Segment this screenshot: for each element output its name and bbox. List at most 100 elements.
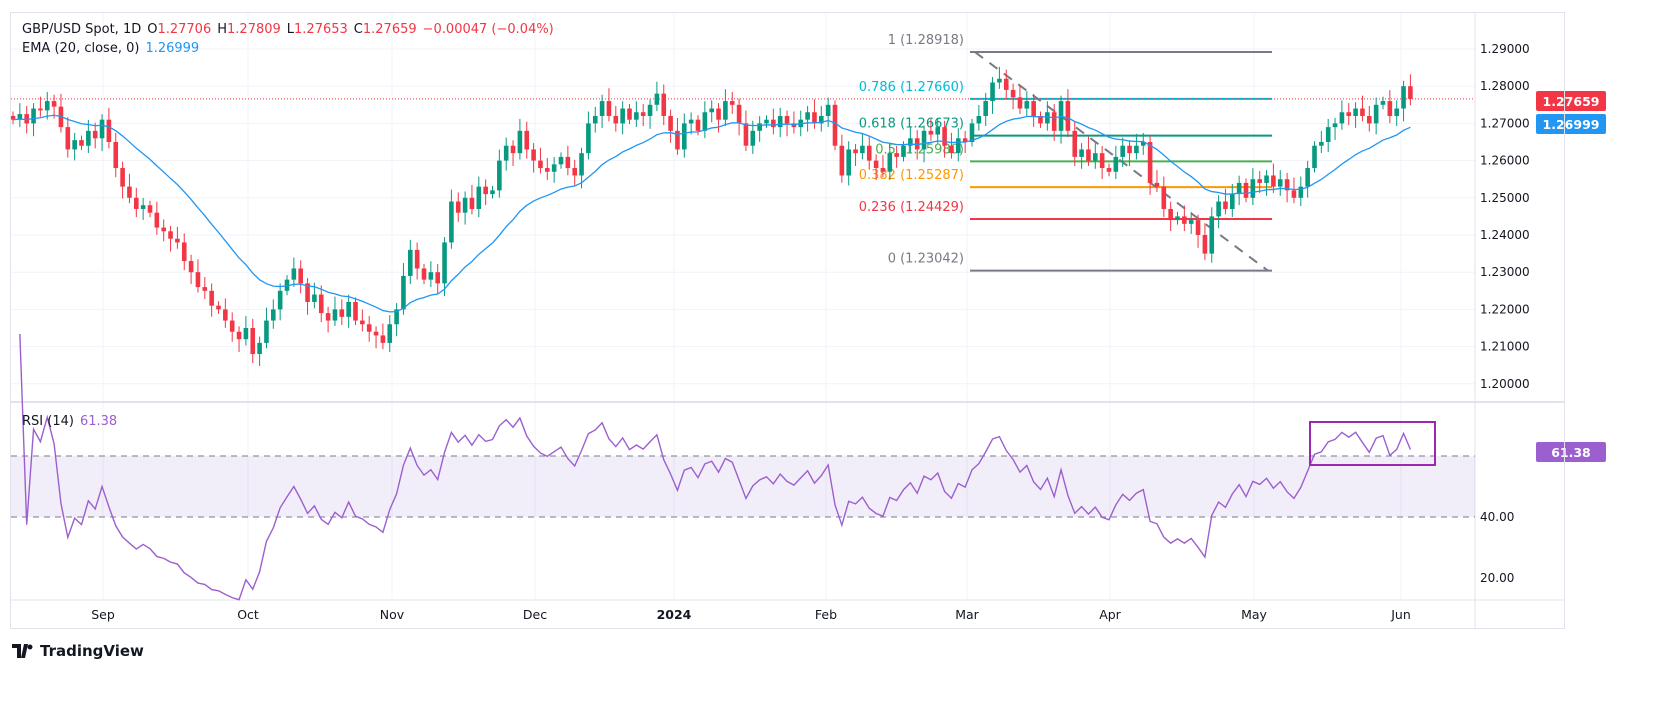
candle-body <box>1236 182 1242 195</box>
candle-up <box>592 106 598 133</box>
candle-body <box>79 140 84 146</box>
candle-up <box>1339 100 1345 130</box>
candle-up <box>586 111 591 160</box>
candle-down <box>366 316 372 342</box>
candle-up <box>709 100 714 123</box>
candle-body <box>483 186 488 195</box>
candle-up <box>1236 175 1242 206</box>
candle-body <box>579 153 584 176</box>
candle-up <box>264 307 269 349</box>
candle-up <box>997 66 1002 89</box>
candle-body <box>620 108 625 124</box>
candle-body <box>120 168 125 187</box>
candle-up <box>99 114 105 152</box>
candle-body <box>558 156 564 165</box>
candle-body <box>490 190 495 195</box>
candle-up <box>723 89 728 127</box>
symbol-title[interactable]: GBP/USD Spot, 1D <box>22 22 142 37</box>
candle-down <box>928 118 934 141</box>
candle-body <box>264 320 269 343</box>
candle-up <box>956 128 961 162</box>
candle-up <box>805 105 810 132</box>
candle-body <box>147 205 153 213</box>
candle-body <box>1113 156 1119 172</box>
candle-down <box>1072 121 1078 166</box>
rsi-legend[interactable]: RSI (14) 61.38 <box>22 414 118 429</box>
candle-down <box>1271 163 1276 193</box>
candle-up <box>442 237 447 297</box>
candle-up <box>579 147 584 189</box>
candle-body <box>736 104 742 124</box>
candle-down <box>1367 105 1372 132</box>
ema-line <box>12 114 1411 313</box>
candle-body <box>1120 145 1125 157</box>
candle-body <box>771 119 776 128</box>
candle-body <box>312 294 317 302</box>
candle-body <box>901 145 906 157</box>
candle-body <box>983 101 988 116</box>
candle-body <box>1277 179 1283 187</box>
candle-down <box>414 242 420 280</box>
candle-up <box>1277 170 1283 196</box>
candle-down <box>1154 170 1160 193</box>
candle-down <box>65 117 71 158</box>
price-axis-tick: 1.27000 <box>1480 116 1530 130</box>
candle-up <box>1250 168 1256 206</box>
candle-down <box>524 121 530 159</box>
candle-up <box>1079 143 1084 169</box>
candle-up <box>764 115 769 128</box>
candle-up <box>1209 207 1215 263</box>
candle-body <box>1401 86 1406 109</box>
candle-body <box>538 160 543 169</box>
ema-legend[interactable]: EMA (20, close, 0) 1.26999 <box>22 41 200 56</box>
candle-down <box>353 297 358 326</box>
candle-body <box>908 138 913 146</box>
candle-down <box>154 201 160 235</box>
candle-body <box>236 331 242 340</box>
candle-body <box>497 160 502 191</box>
candle-down <box>38 96 43 117</box>
candle-body <box>1147 142 1153 183</box>
candle-body <box>339 309 345 317</box>
candle-up <box>819 105 824 132</box>
candle-up <box>401 263 406 315</box>
candle-body <box>757 123 762 131</box>
price-axis-tick: 1.24000 <box>1480 228 1530 242</box>
candle-up <box>846 141 851 186</box>
price-axis-tick: 1.20000 <box>1480 377 1530 391</box>
candle-up <box>1319 131 1324 153</box>
candle-body <box>1394 108 1399 116</box>
candle-down <box>894 145 899 168</box>
candle-body <box>1305 168 1310 187</box>
candle-body <box>1045 112 1050 124</box>
candle-up <box>551 157 557 183</box>
tradingview-logo[interactable]: TradingView <box>12 642 144 660</box>
candle-body <box>921 130 927 150</box>
candle-body <box>853 149 858 154</box>
candle-body <box>298 268 303 284</box>
candle-up <box>517 118 523 160</box>
candle-up <box>1140 132 1146 155</box>
candle-up <box>1332 118 1338 140</box>
candle-body <box>1325 127 1331 142</box>
candle-body <box>113 142 119 169</box>
candle-down <box>1127 140 1132 166</box>
candle-body <box>92 130 98 139</box>
candle-body <box>592 115 598 124</box>
candle-up <box>1024 91 1030 117</box>
candle-up <box>497 149 502 198</box>
candle-down <box>325 306 331 333</box>
low-value: 1.27653 <box>294 22 348 37</box>
time-axis-label: Sep <box>91 607 115 622</box>
candle-up <box>990 77 995 114</box>
candle-body <box>791 123 797 128</box>
candle-body <box>1387 101 1393 116</box>
candle-up <box>750 120 756 154</box>
candle-body <box>997 78 1002 83</box>
time-axis-label: May <box>1241 607 1267 622</box>
candle-body <box>1072 130 1078 157</box>
candle-body <box>613 115 619 124</box>
candle-down <box>880 155 886 178</box>
candle-down <box>181 233 187 271</box>
